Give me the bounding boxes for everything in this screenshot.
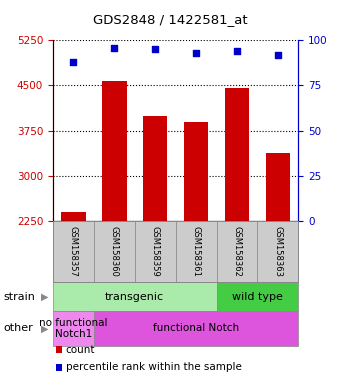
Bar <box>225 88 249 221</box>
Text: GSM158361: GSM158361 <box>192 226 201 277</box>
Point <box>71 59 76 65</box>
Bar <box>266 153 290 221</box>
Text: GSM158363: GSM158363 <box>273 226 282 277</box>
Text: transgenic: transgenic <box>105 291 164 302</box>
Text: GSM158357: GSM158357 <box>69 226 78 277</box>
Point <box>234 48 240 54</box>
Text: percentile rank within the sample: percentile rank within the sample <box>66 362 242 372</box>
Point <box>275 52 281 58</box>
Text: GSM158360: GSM158360 <box>110 226 119 277</box>
Bar <box>184 121 208 221</box>
Text: functional Notch: functional Notch <box>153 323 239 333</box>
Text: other: other <box>3 323 33 333</box>
Bar <box>61 212 86 221</box>
Text: ▶: ▶ <box>41 291 48 302</box>
Text: GSM158359: GSM158359 <box>151 226 160 277</box>
Text: count: count <box>66 345 95 355</box>
Text: strain: strain <box>3 291 35 302</box>
Text: wild type: wild type <box>232 291 283 302</box>
Point <box>112 45 117 51</box>
Text: GSM158362: GSM158362 <box>233 226 241 277</box>
Text: no functional
Notch1: no functional Notch1 <box>39 318 107 339</box>
Text: ▶: ▶ <box>41 323 48 333</box>
Point <box>152 46 158 53</box>
Bar <box>102 81 127 221</box>
Point <box>193 50 199 56</box>
Text: GDS2848 / 1422581_at: GDS2848 / 1422581_at <box>93 13 248 26</box>
Bar <box>143 116 167 221</box>
